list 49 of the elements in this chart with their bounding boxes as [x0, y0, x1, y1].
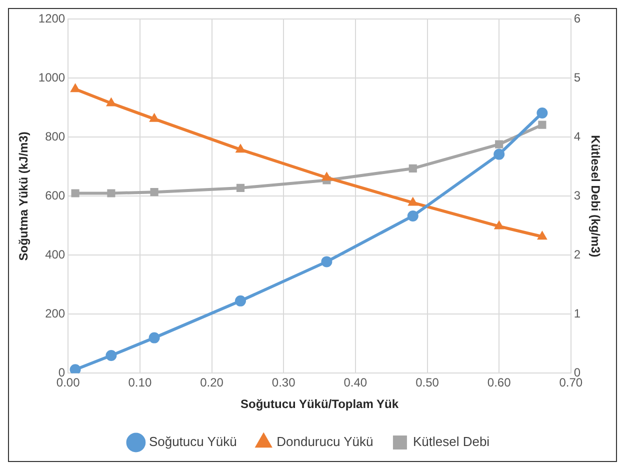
- y2-tick-label: 2: [574, 248, 581, 262]
- point: [408, 197, 418, 206]
- x-tick-label: 0.00: [56, 376, 80, 390]
- point: [236, 144, 246, 153]
- legend-label: Kütlesel Debi: [412, 434, 490, 450]
- x-tick-label: 0.50: [416, 376, 440, 390]
- x-axis-title: Soğutucu Yükü/Toplam Yük: [240, 397, 399, 412]
- point: [495, 140, 504, 148]
- point: [107, 189, 116, 198]
- y-axis-title: Soğutma Yükü (kJ/m3): [16, 132, 31, 261]
- point: [148, 332, 160, 344]
- point: [70, 84, 80, 92]
- x-tick-label: 0.40: [344, 376, 368, 390]
- point: [322, 172, 332, 181]
- point: [537, 231, 548, 240]
- y-tick-label: 1200: [38, 12, 66, 26]
- point: [106, 350, 117, 361]
- point: [236, 184, 245, 192]
- y-tick-label: 1000: [38, 70, 66, 85]
- legend-label: Soğutucu Yükü: [148, 434, 237, 450]
- x-tick-label: 0.70: [559, 376, 583, 390]
- y2-tick-label: 5: [574, 70, 581, 85]
- point: [149, 113, 160, 122]
- y-tick-label: 200: [45, 306, 66, 321]
- x-tick-label: 0.30: [272, 376, 296, 390]
- y2-tick-label: 4: [574, 130, 581, 144]
- y2-tick-label: 1: [574, 306, 581, 321]
- point: [407, 210, 418, 222]
- x-tick-label: 0.60: [487, 376, 512, 390]
- y2-tick-label: 6: [574, 12, 581, 26]
- y-tick-label: 800: [45, 130, 66, 144]
- x-tick-label: 0.10: [128, 376, 152, 390]
- y-tick-label: 400: [45, 248, 66, 262]
- y2-tick-label: 3: [574, 188, 581, 203]
- point: [408, 164, 417, 173]
- y-tick-label: 600: [45, 188, 66, 203]
- x-tick-label: 0.20: [200, 376, 224, 390]
- point: [234, 295, 246, 306]
- legend-label: Dondurucu Yükü: [276, 434, 374, 450]
- point: [538, 120, 546, 129]
- point: [494, 220, 504, 230]
- point: [321, 256, 332, 268]
- point: [536, 108, 548, 119]
- point: [70, 364, 81, 374]
- y2-axis-title: Kütlesel Debi (kg/m3): [588, 135, 602, 258]
- point: [150, 188, 158, 196]
- point: [106, 98, 116, 106]
- point: [494, 148, 505, 160]
- point: [71, 189, 80, 198]
